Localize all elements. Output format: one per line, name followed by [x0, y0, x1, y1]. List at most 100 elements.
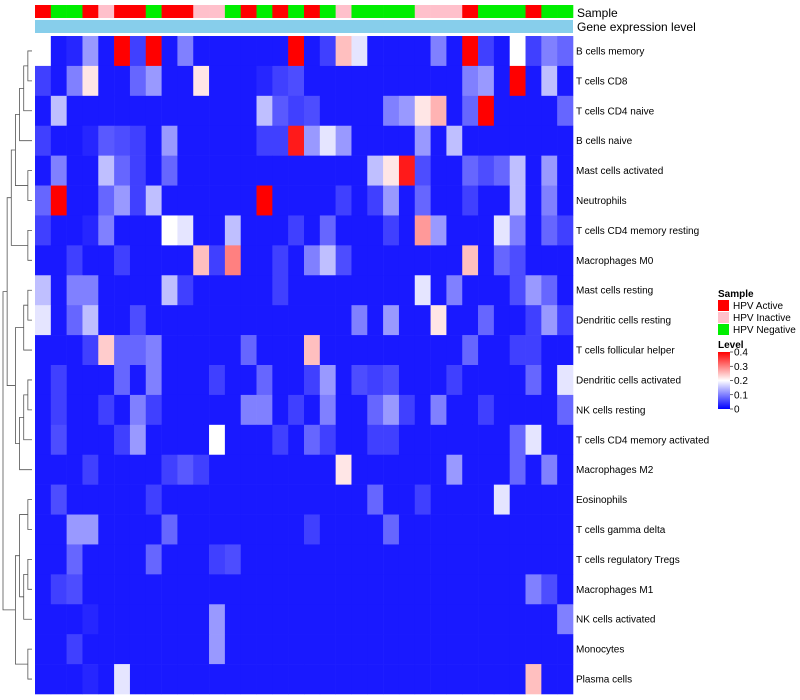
sample-annotation-cell	[557, 5, 573, 18]
heatmap-cell	[462, 365, 478, 395]
heatmap-cell	[51, 305, 67, 335]
heatmap-cell	[82, 305, 98, 335]
heatmap-cell	[272, 156, 288, 186]
heatmap-cell	[367, 395, 383, 425]
heatmap-cell	[35, 186, 51, 216]
heatmap-cell	[336, 156, 352, 186]
heatmap-cell	[241, 156, 257, 186]
heatmap-cell	[51, 544, 67, 574]
heatmap-cell	[193, 66, 209, 96]
heatmap-cell	[399, 455, 415, 485]
heatmap-cell	[320, 485, 336, 515]
heatmap-cell	[67, 515, 83, 545]
heatmap-cell	[415, 485, 431, 515]
heatmap-cell	[272, 455, 288, 485]
heatmap-cell	[320, 156, 336, 186]
heatmap-cell	[431, 544, 447, 574]
heatmap-cell	[478, 186, 494, 216]
heatmap-cell	[510, 455, 526, 485]
heatmap-cell	[351, 305, 367, 335]
heatmap-figure: Sample Gene expression level B cells mem…	[0, 0, 800, 700]
heatmap-cell	[462, 455, 478, 485]
heatmap-cell	[351, 96, 367, 126]
heatmap-cell	[351, 664, 367, 694]
heatmap-cell	[510, 275, 526, 305]
heatmap-cell	[225, 544, 241, 574]
heatmap-cell	[446, 36, 462, 66]
heatmap-cell	[288, 365, 304, 395]
heatmap-cell	[415, 305, 431, 335]
heatmap-cell	[272, 215, 288, 245]
sample-legend-label: HPV Negative	[733, 325, 796, 336]
heatmap-cell	[462, 604, 478, 634]
heatmap-cell	[399, 275, 415, 305]
heatmap-cell	[146, 395, 162, 425]
heatmap-cell	[82, 186, 98, 216]
heatmap-cell	[383, 455, 399, 485]
heatmap-cell	[557, 215, 573, 245]
heatmap-cell	[510, 634, 526, 664]
sample-annotation-cell	[241, 5, 257, 18]
heatmap-cell	[162, 485, 178, 515]
heatmap-cell	[446, 215, 462, 245]
heatmap-cell	[225, 215, 241, 245]
heatmap-cell	[557, 395, 573, 425]
heatmap-cell	[446, 365, 462, 395]
heatmap-cell	[320, 126, 336, 156]
heatmap-cell	[257, 305, 273, 335]
heatmap-cell	[336, 515, 352, 545]
heatmap-cell	[557, 485, 573, 515]
heatmap-cell	[526, 275, 542, 305]
heatmap-cell	[383, 186, 399, 216]
heatmap-cell	[67, 126, 83, 156]
heatmap-cell	[415, 455, 431, 485]
heatmap-cell	[67, 245, 83, 275]
heatmap-cell	[320, 36, 336, 66]
heatmap-cell	[98, 275, 114, 305]
heatmap-cell	[541, 395, 557, 425]
heatmap-cell	[193, 156, 209, 186]
heatmap-cell	[462, 126, 478, 156]
row-label: Neutrophils	[576, 196, 627, 207]
sample-annotation-cell	[494, 5, 510, 18]
heatmap-cell	[82, 215, 98, 245]
heatmap-cell	[304, 126, 320, 156]
heatmap-cell	[415, 156, 431, 186]
row-label: Mast cells activated	[576, 166, 663, 177]
heatmap-cell	[82, 634, 98, 664]
heatmap-cell	[320, 395, 336, 425]
heatmap-cell	[288, 186, 304, 216]
heatmap-cell	[494, 96, 510, 126]
heatmap-cell	[415, 126, 431, 156]
heatmap-cell	[446, 335, 462, 365]
heatmap-cell	[209, 66, 225, 96]
heatmap-cell	[162, 604, 178, 634]
heatmap-cell	[320, 365, 336, 395]
dendrogram-branch	[28, 559, 32, 589]
heatmap-cell	[177, 66, 193, 96]
heatmap-cell	[257, 245, 273, 275]
sample-legend-label: HPV Inactive	[733, 313, 791, 324]
heatmap-cell	[162, 245, 178, 275]
row-label: Dendritic cells resting	[576, 316, 671, 327]
heatmap-cell	[557, 275, 573, 305]
heatmap-cell	[462, 634, 478, 664]
heatmap-cell	[336, 455, 352, 485]
sample-annotation-cell	[336, 5, 352, 18]
heatmap-cell	[272, 515, 288, 545]
heatmap-cell	[67, 664, 83, 694]
heatmap-cell	[431, 515, 447, 545]
heatmap-cell	[130, 335, 146, 365]
heatmap-cell	[288, 66, 304, 96]
heatmap-cell	[51, 395, 67, 425]
heatmap-cell	[415, 664, 431, 694]
heatmap-cell	[257, 485, 273, 515]
heatmap-cell	[257, 604, 273, 634]
heatmap-cell	[478, 66, 494, 96]
heatmap-cell	[288, 574, 304, 604]
heatmap-cell	[431, 604, 447, 634]
heatmap-cell	[162, 544, 178, 574]
heatmap-cell	[114, 574, 130, 604]
heatmap-cell	[557, 36, 573, 66]
heatmap-cell	[82, 96, 98, 126]
